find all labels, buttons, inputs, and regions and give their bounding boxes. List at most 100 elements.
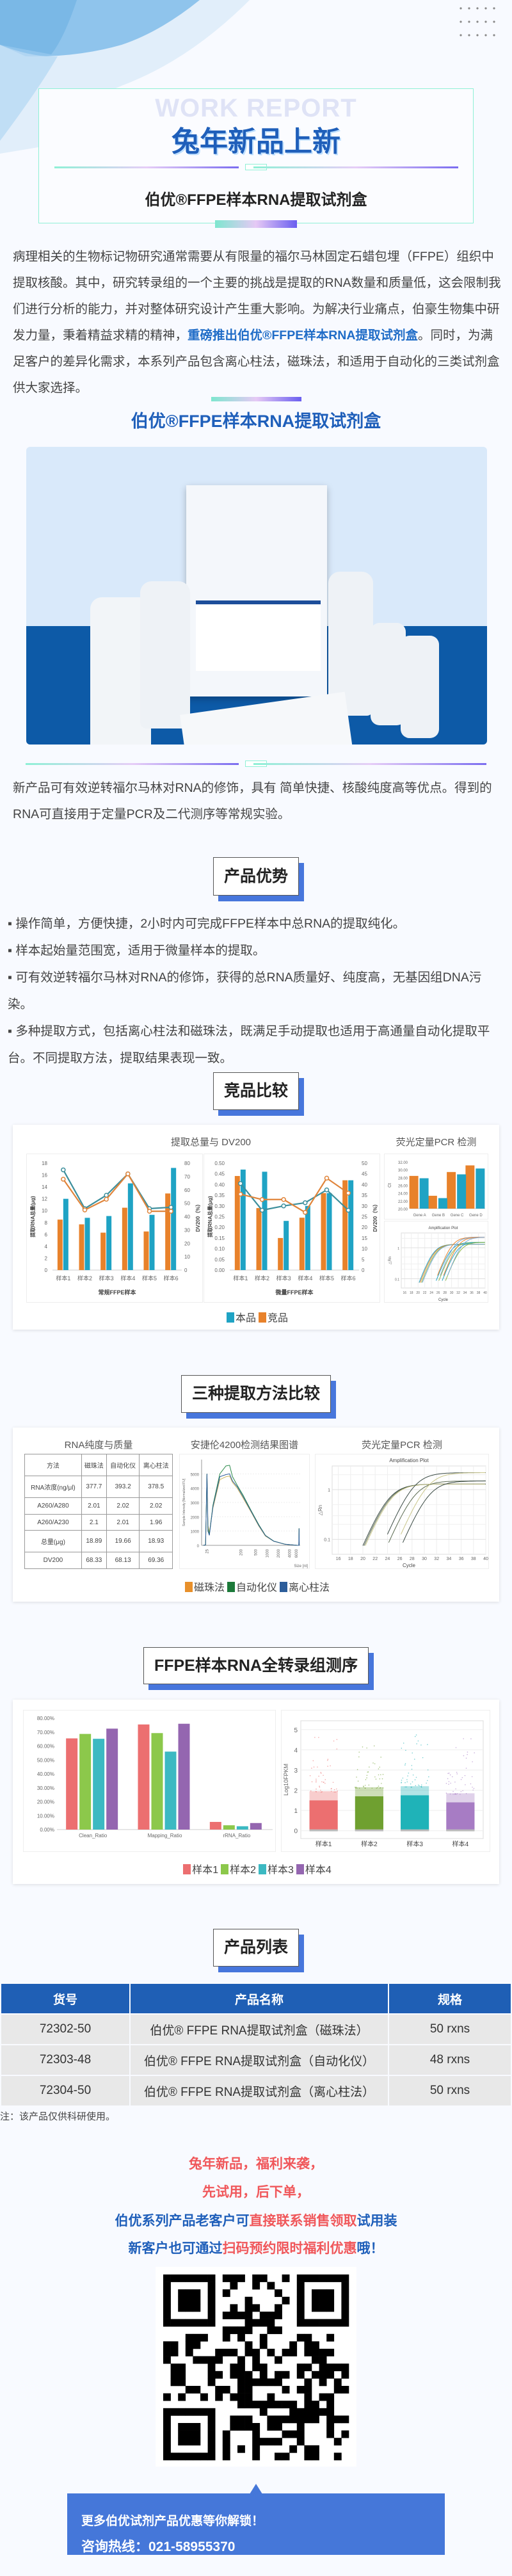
- x-tick-label: 16: [336, 1557, 341, 1561]
- strip-point-样本1: [321, 1791, 323, 1792]
- qr-module: [244, 2401, 253, 2409]
- bar-本品: [84, 1218, 90, 1270]
- strip-point-样本2: [355, 1786, 357, 1788]
- strip-point-样本3: [411, 1768, 413, 1770]
- qr-module: [259, 2408, 268, 2416]
- strip-point-样本2: [381, 1778, 383, 1780]
- dv200-point-竞品: [324, 1175, 330, 1181]
- bioanalyzer-electropherogram: 0 1000 2000 3000 4000 5000 25 200 500 1000 2000 400…: [179, 1454, 310, 1569]
- qr-module: [275, 2356, 282, 2364]
- promo-line-4: 新客户也可通过扫码预约限时福利优惠哦！: [0, 2238, 512, 2257]
- page-title: 兔年新品上新: [172, 126, 340, 157]
- qr-module: [185, 2438, 193, 2446]
- qr-module: [326, 2289, 335, 2298]
- strip-point-样本1: [327, 1760, 328, 1761]
- strip-point-样本3: [420, 1784, 422, 1786]
- qr-module: [267, 2282, 275, 2290]
- dv200-point-本品: [346, 1207, 351, 1213]
- column-header: 规格: [389, 1984, 511, 2013]
- strip-fade-样本1: [309, 1791, 338, 1801]
- qr-module: [244, 2386, 253, 2394]
- qr-module: [296, 2289, 305, 2298]
- bar-样本3: [93, 1739, 105, 1830]
- table-cell: 18.89: [81, 1530, 107, 1553]
- qr-module: [200, 2274, 208, 2282]
- x-axis-label: Size [nt]: [294, 1565, 308, 1568]
- qr-module: [244, 2423, 253, 2431]
- trace-离心柱法: [203, 1473, 300, 1546]
- qr-module: [252, 2438, 260, 2446]
- qr-module: [296, 2312, 305, 2319]
- dv200-line-竞品: [240, 1177, 349, 1214]
- table-row: RNA浓度(ng/μl) 377.7 393.2 378.5: [24, 1476, 173, 1499]
- strip-point-样本3: [405, 1750, 406, 1751]
- qr-code[interactable]: [156, 2267, 356, 2467]
- hotline-text[interactable]: 咨询热线：021-58955370: [81, 2540, 236, 2554]
- strip-point-样本1: [316, 1788, 317, 1790]
- qr-module: [326, 2371, 335, 2379]
- strip-point-样本4: [467, 1751, 468, 1753]
- qr-module: [185, 2423, 193, 2431]
- strip-point-样本1: [324, 1779, 326, 1780]
- table-cell: 1.96: [139, 1513, 173, 1531]
- y-tick-label: 1: [328, 1488, 330, 1493]
- qr-module: [244, 2341, 253, 2349]
- bar: [428, 1195, 437, 1209]
- strip-point-样本4: [455, 1788, 456, 1790]
- intro-text-end: 。同时，为满足客户的差异化需求，本系列产品包含离心柱法，磁珠法，和适用于自动化的…: [13, 328, 500, 395]
- product-name: 伯优® FFPE RNA提取试剂盒（离心柱法）: [131, 2076, 388, 2105]
- qr-module: [185, 2349, 193, 2356]
- qr-module: [296, 2363, 305, 2372]
- qr-module: [326, 2274, 335, 2282]
- qr-module: [244, 2371, 253, 2379]
- y-tick-label: 0.30: [214, 1203, 225, 1209]
- dot: [460, 7, 462, 10]
- qr-module: [230, 2274, 238, 2282]
- qr-module: [193, 2423, 201, 2431]
- x-tick-label: 4000: [289, 1549, 292, 1558]
- plot-area: [401, 1232, 486, 1289]
- qr-module: [207, 2423, 216, 2431]
- qr-module: [296, 2304, 305, 2312]
- qr-module: [230, 2363, 238, 2372]
- strip-point-样本1: [321, 1781, 323, 1783]
- qr-module: [178, 2363, 186, 2372]
- dv200-line-本品: [239, 1183, 349, 1211]
- advantages-section-heading: 产品优势: [0, 857, 512, 896]
- qr-module: [185, 2296, 193, 2305]
- qr-module: [319, 2289, 327, 2298]
- bar: [476, 1168, 485, 1209]
- table-cell: 68.13: [106, 1552, 140, 1569]
- promo-highlight: 直接联系销售领取: [249, 2214, 357, 2228]
- callout-text: 更多伯优试剂产品优惠等你解锁！: [81, 2515, 264, 2528]
- strip-point-样本3: [427, 1769, 429, 1771]
- product-list-table: 货号 产品名称 规格 72302-50 伯优® FFPE RNA提取试剂盒（磁珠法…: [0, 1983, 512, 2107]
- strip-point-样本4: [449, 1774, 451, 1776]
- qr-module: [326, 2349, 335, 2356]
- regular-ffpe-chart: 0 2 4 6 8 10 12 14 16 18 0 10 20 30 40 50 60 70 80 样本1 样本2 样本…: [26, 1154, 203, 1303]
- qr-module: [282, 2452, 290, 2461]
- qr-module: [193, 2341, 201, 2349]
- bar-本品: [326, 1193, 332, 1270]
- dv200-point-本品: [168, 1205, 173, 1210]
- qr-module: [244, 2296, 253, 2305]
- dot: [468, 20, 470, 23]
- qr-module: [207, 2274, 216, 2282]
- strip-point-样本4: [449, 1793, 451, 1795]
- qr-module: [282, 2415, 290, 2424]
- strip-point-样本1: [333, 1740, 335, 1742]
- bar-样本2: [79, 1734, 92, 1830]
- strip-point-样本3: [406, 1781, 408, 1783]
- qr-module: [259, 2363, 268, 2372]
- qr-module: [304, 2363, 312, 2372]
- strip-point-样本4: [473, 1787, 475, 1789]
- strip-point-样本2: [366, 1747, 367, 1749]
- divider-left: [26, 763, 239, 765]
- qr-module: [267, 2401, 275, 2409]
- qr-module: [185, 2408, 193, 2416]
- y2-tick-label: 35: [362, 1193, 367, 1198]
- dv200-line-本品: [62, 1169, 172, 1210]
- x-tick-label: 40: [483, 1291, 487, 1295]
- strip-point-样本3: [401, 1782, 403, 1783]
- qr-module: [244, 2312, 253, 2319]
